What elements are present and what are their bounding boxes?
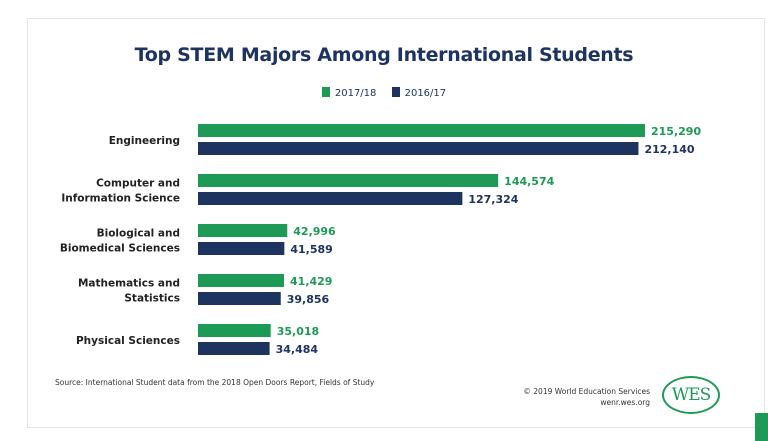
bar-2017-18 <box>198 224 288 237</box>
category-label: Engineering <box>109 135 180 147</box>
data-label: 144,574 <box>504 175 554 188</box>
bar-2017-18 <box>198 124 645 137</box>
data-label: 35,018 <box>277 325 319 338</box>
legend-label: 2016/17 <box>404 88 447 99</box>
chart-title: Top STEM Majors Among International Stud… <box>134 44 634 66</box>
legend-item-2016-17: 2016/17 <box>391 87 447 99</box>
legend-swatch <box>321 87 330 97</box>
corner-button[interactable] <box>755 413 768 441</box>
legend: 2017/18 2016/17 <box>0 87 768 99</box>
bar-2016-17 <box>198 242 285 255</box>
data-label: 127,324 <box>468 193 518 206</box>
data-label: 41,429 <box>290 275 332 288</box>
legend-label: 2017/18 <box>334 88 377 99</box>
legend-item-2017-18: 2017/18 <box>321 87 377 99</box>
bar-2016-17 <box>198 292 281 305</box>
data-label: 215,290 <box>651 125 701 138</box>
bar-2017-18 <box>198 274 285 287</box>
bar-2017-18 <box>198 324 271 337</box>
bar-2016-17 <box>198 142 639 155</box>
bar-2016-17 <box>198 192 463 205</box>
wes-logo: WES <box>662 376 720 414</box>
bar-2017-18 <box>198 174 499 187</box>
legend-swatch <box>391 87 400 97</box>
data-label: 42,996 <box>293 225 336 238</box>
category-label: Physical Sciences <box>76 335 180 347</box>
data-label: 39,856 <box>287 293 330 306</box>
chart-card <box>27 18 765 428</box>
category-label: Biological and Biomedical Sciences <box>60 228 180 255</box>
category-label: Computer and Information Science <box>61 178 180 205</box>
copyright: © 2019 World Education Services wenr.wes.… <box>523 386 650 408</box>
copyright-text: © 2019 World Education Services <box>523 387 650 396</box>
site-link[interactable]: wenr.wes.org <box>600 398 650 407</box>
data-label: 212,140 <box>644 143 694 156</box>
data-label: 41,589 <box>290 243 332 256</box>
bar-2016-17 <box>198 342 270 355</box>
source-note: Source: International Student data from … <box>55 378 375 387</box>
category-label: Mathematics and Statistics <box>78 278 180 305</box>
data-label: 34,484 <box>276 343 319 356</box>
